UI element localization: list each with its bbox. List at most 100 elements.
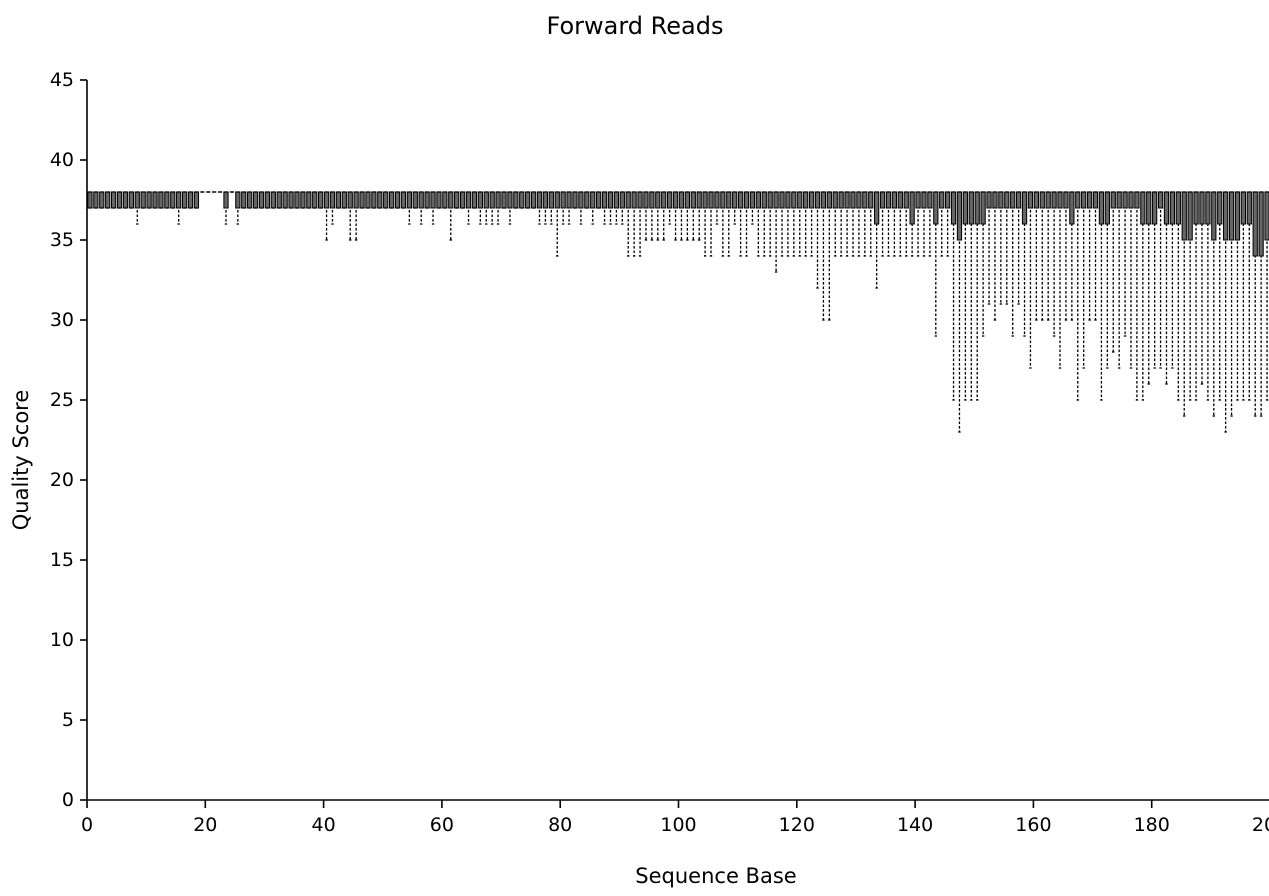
iqr-box <box>1211 191 1217 241</box>
box-base-182 <box>1157 191 1164 369</box>
iqr-box <box>1098 191 1105 225</box>
box-base-75 <box>525 191 531 209</box>
box-base-32 <box>270 191 276 209</box>
iqr-box <box>1116 191 1122 209</box>
iqr-box <box>400 191 407 209</box>
iqr-box <box>613 191 620 209</box>
box-base-177 <box>1128 191 1134 369</box>
iqr-box <box>590 191 596 209</box>
box-base-121 <box>797 191 803 257</box>
iqr-box <box>1010 191 1016 209</box>
box-base-168 <box>1075 191 1081 401</box>
box-base-5 <box>110 191 117 209</box>
iqr-box <box>826 191 832 209</box>
box-base-158 <box>1015 191 1022 305</box>
box-base-175 <box>1116 191 1122 369</box>
iqr-box <box>950 191 957 225</box>
iqr-box <box>489 191 495 209</box>
box-base-74 <box>519 191 525 209</box>
box-base-60 <box>436 191 442 209</box>
box-base-167 <box>1069 191 1075 321</box>
iqr-box <box>1069 191 1075 225</box>
iqr-box <box>560 191 566 209</box>
box-base-192 <box>1217 191 1223 401</box>
iqr-box <box>974 191 980 225</box>
iqr-box <box>193 191 200 209</box>
iqr-box <box>1264 191 1269 241</box>
iqr-box <box>223 191 229 209</box>
iqr-box <box>1157 191 1164 209</box>
iqr-box <box>885 191 892 209</box>
box-base-126 <box>826 191 832 321</box>
iqr-box <box>465 191 472 209</box>
box-base-64 <box>459 191 466 209</box>
box-base-137 <box>891 191 898 257</box>
iqr-box <box>134 191 140 209</box>
box-base-108 <box>720 191 726 257</box>
box-base-38 <box>306 191 312 209</box>
box-base-59 <box>430 191 436 225</box>
iqr-box <box>909 191 915 225</box>
iqr-box <box>708 191 714 209</box>
iqr-box <box>1122 191 1128 209</box>
iqr-box <box>341 191 347 209</box>
y-tick-label: 35 <box>50 229 74 251</box>
box-base-94 <box>637 191 643 257</box>
box-base-71 <box>501 191 507 209</box>
box-base-181 <box>1152 191 1158 369</box>
iqr-box <box>921 191 927 209</box>
iqr-box <box>477 191 483 209</box>
iqr-box <box>116 191 123 209</box>
box-base-163 <box>1045 191 1051 321</box>
iqr-box <box>87 191 93 209</box>
iqr-box <box>779 191 785 209</box>
box-base-61 <box>442 191 448 209</box>
iqr-box <box>879 191 886 209</box>
iqr-box <box>436 191 442 209</box>
x-tick-label: 60 <box>430 814 454 836</box>
iqr-box <box>542 191 549 209</box>
box-base-138 <box>897 191 903 257</box>
box-base-123 <box>808 191 815 257</box>
iqr-box <box>661 191 667 209</box>
box-base-195 <box>1234 191 1241 401</box>
box-base-50 <box>377 191 383 209</box>
iqr-box <box>903 191 909 209</box>
box-base-172 <box>1098 191 1105 401</box>
iqr-box <box>554 191 560 209</box>
iqr-box <box>164 191 170 209</box>
iqr-box <box>1045 191 1051 209</box>
box-base-155 <box>998 191 1004 305</box>
iqr-box <box>1110 191 1116 209</box>
box-base-148 <box>956 191 963 433</box>
box-base-160 <box>1027 191 1034 369</box>
iqr-box <box>181 191 188 209</box>
iqr-box <box>844 191 850 209</box>
iqr-box <box>306 191 312 209</box>
box-base-97 <box>655 191 661 241</box>
iqr-box <box>1146 191 1152 225</box>
iqr-box <box>329 191 336 209</box>
iqr-box <box>1163 191 1170 225</box>
box-base-185 <box>1175 191 1181 401</box>
box-base-70 <box>495 191 501 225</box>
iqr-box <box>335 191 342 209</box>
iqr-box <box>1027 191 1034 209</box>
iqr-box <box>276 191 282 209</box>
iqr-box <box>247 191 253 209</box>
iqr-box <box>939 191 945 209</box>
box-base-83 <box>572 191 578 209</box>
iqr-box <box>424 191 430 209</box>
iqr-box <box>850 191 856 209</box>
x-tick-label: 80 <box>548 814 572 836</box>
iqr-box <box>601 191 608 209</box>
box-base-49 <box>371 191 377 209</box>
iqr-box <box>1086 191 1093 209</box>
iqr-box <box>525 191 531 209</box>
box-base-39 <box>312 191 318 209</box>
iqr-box <box>99 191 105 209</box>
iqr-box <box>323 191 330 209</box>
box-base-134 <box>874 191 880 289</box>
box-base-146 <box>945 191 951 257</box>
box-base-180 <box>1146 191 1152 385</box>
